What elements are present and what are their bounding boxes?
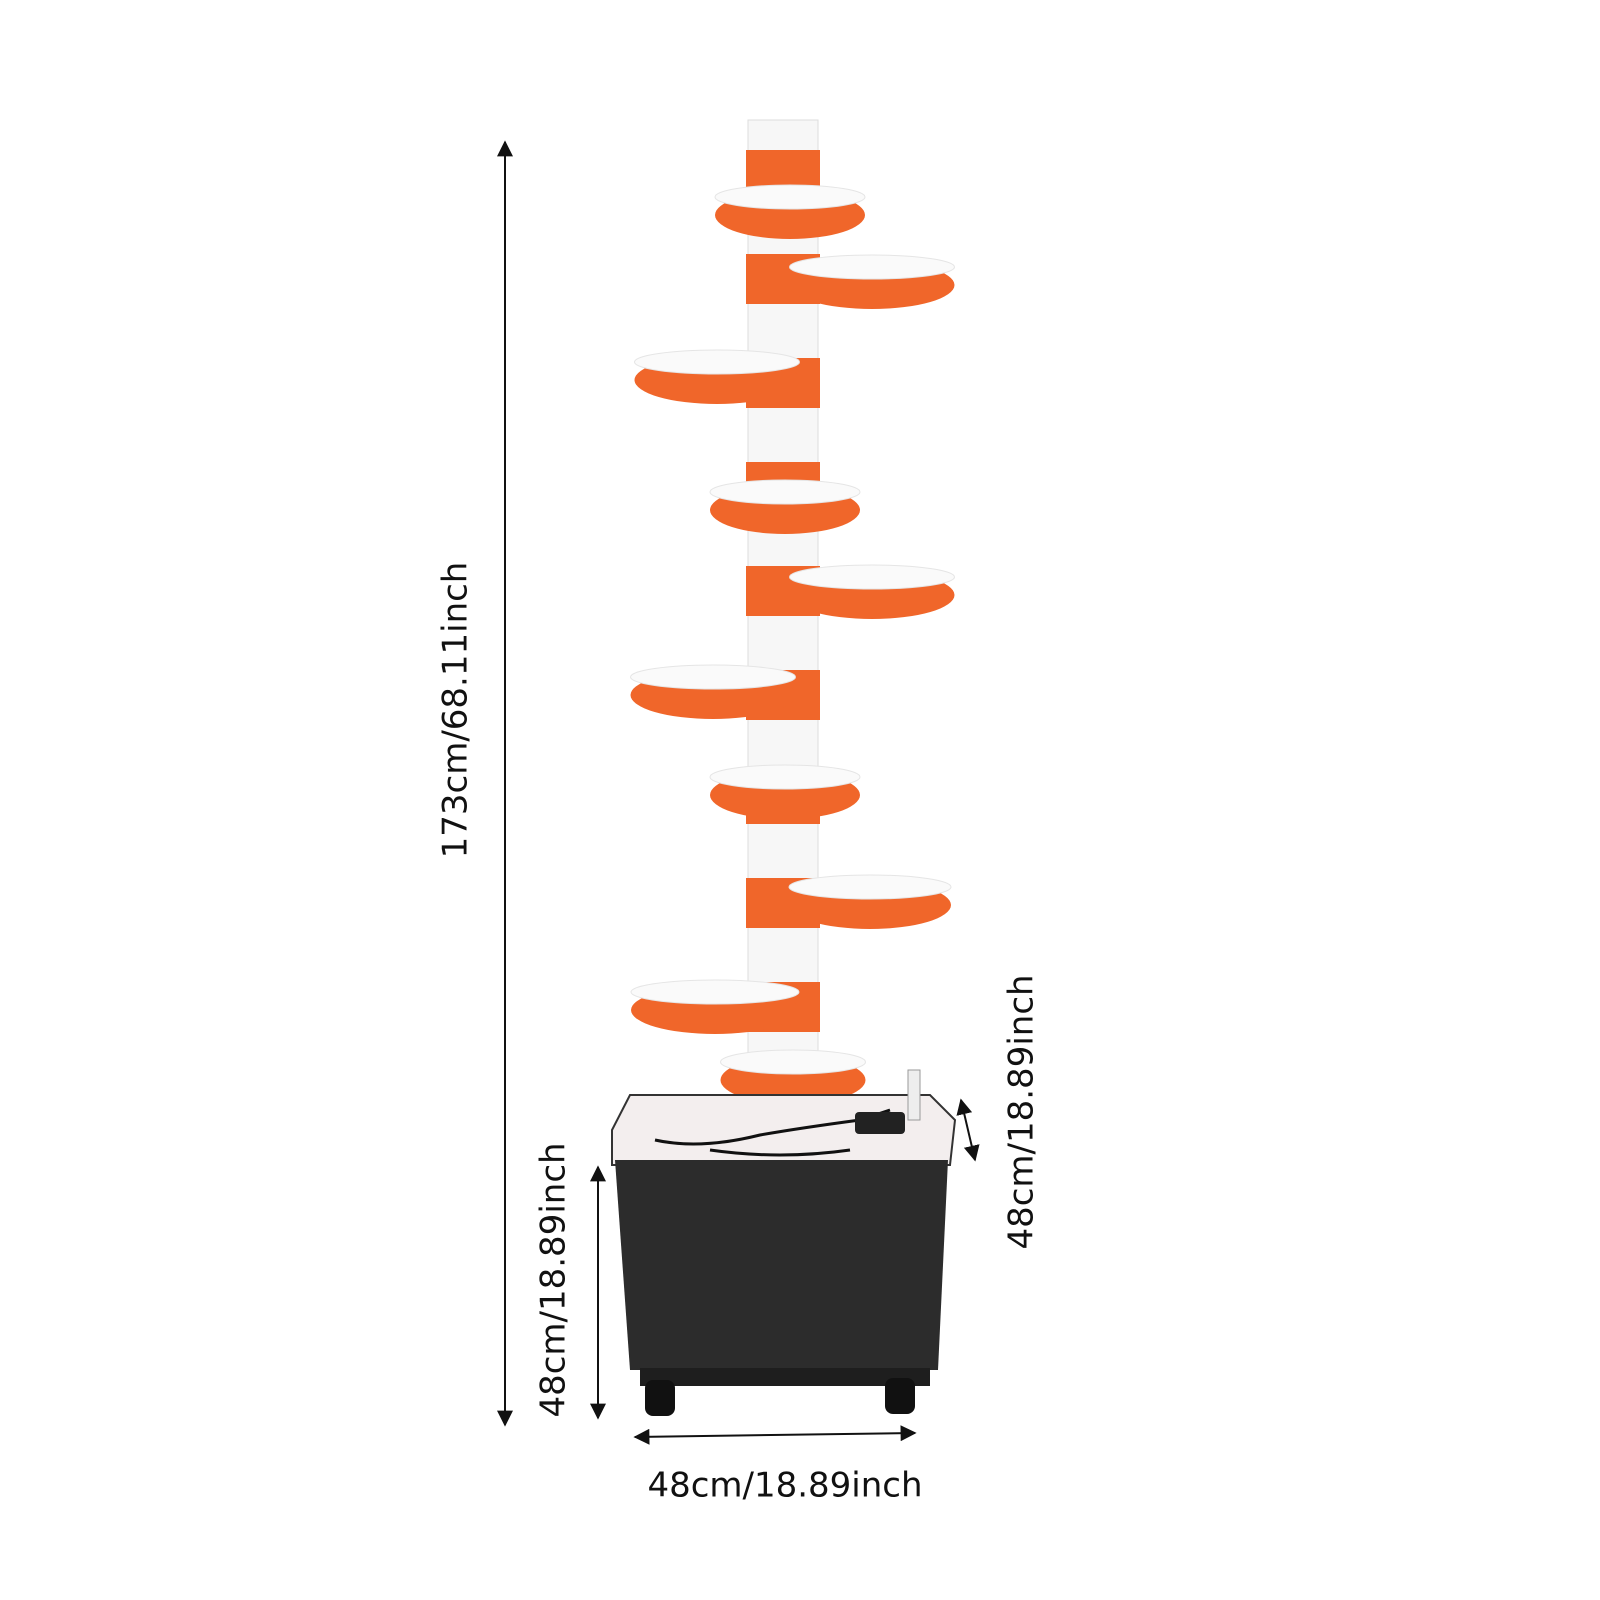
tray-top <box>634 349 800 375</box>
base-height-label: 48cm/18.89inch <box>534 1142 574 1417</box>
tray-top <box>789 564 955 590</box>
base <box>611 1069 957 1416</box>
tray-top <box>709 479 861 505</box>
dimension-lines <box>497 140 980 1445</box>
tray-top <box>630 664 796 690</box>
depth-label: 48cm/18.89inch <box>1002 974 1042 1249</box>
tower <box>630 119 955 1136</box>
height-label: 173cm/68.11inch <box>436 562 476 859</box>
tray-top <box>720 1049 866 1075</box>
tray-top <box>630 979 800 1005</box>
width-label: 48cm/18.89inch <box>647 1466 922 1506</box>
tray-top <box>709 764 861 790</box>
tray-top <box>714 184 866 210</box>
tray-top <box>789 254 955 280</box>
tray-top <box>788 874 952 900</box>
